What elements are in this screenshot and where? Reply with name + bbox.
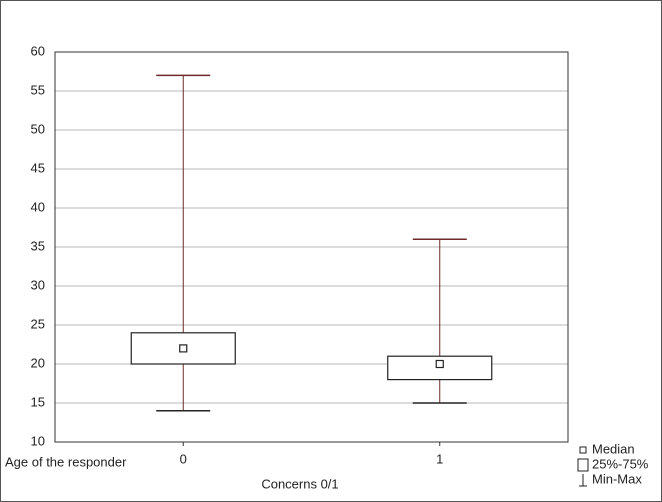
y-tick-label: 60 [31, 43, 45, 58]
y-tick-label: 55 [31, 82, 45, 97]
y-tick-label: 10 [31, 433, 45, 448]
y-tick-label: 20 [31, 355, 45, 370]
legend-label: Median [592, 441, 635, 456]
y-tick-label: 25 [31, 316, 45, 331]
legend-box-icon [577, 458, 589, 472]
y-axis-label: Age of the responder [5, 454, 127, 469]
median-marker [179, 344, 188, 353]
legend-label: 25%-75% [592, 456, 649, 471]
x-axis-label: Concerns 0/1 [261, 476, 338, 491]
x-tick-label: 0 [180, 451, 187, 466]
y-tick-label: 45 [31, 160, 45, 175]
legend-median-icon [579, 446, 587, 454]
y-tick-label: 35 [31, 238, 45, 253]
median-marker [435, 359, 444, 369]
legend-label: Min-Max [592, 471, 642, 486]
x-tick-label: 1 [436, 451, 443, 466]
y-tick-label: 40 [31, 199, 45, 214]
y-tick-label: 15 [31, 394, 45, 409]
y-tick-label: 30 [31, 277, 45, 292]
y-tick-label: 50 [31, 121, 45, 136]
plot-area [54, 51, 569, 443]
